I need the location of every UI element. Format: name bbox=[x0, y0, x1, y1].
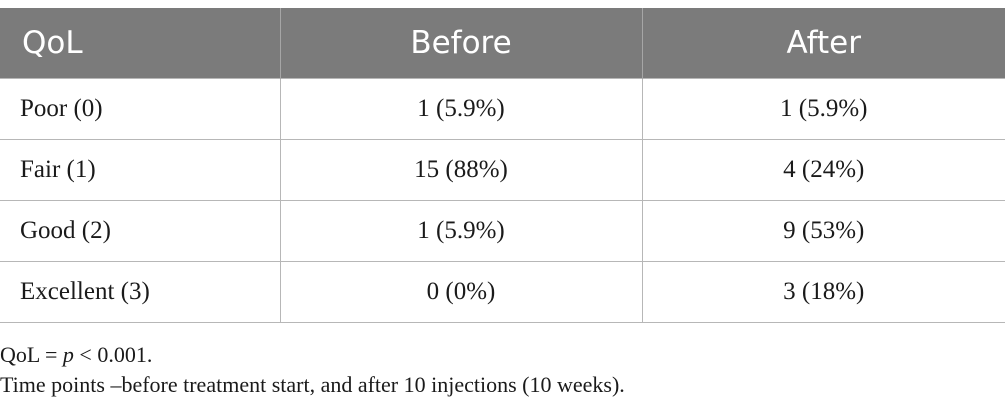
table-header: QoL Before After bbox=[0, 8, 1005, 78]
footnote-prefix: QoL = bbox=[0, 342, 63, 367]
header-before: Before bbox=[279, 8, 643, 78]
before-value: 1 (5.9%) bbox=[279, 77, 643, 140]
header-qol: QoL bbox=[0, 8, 281, 78]
table-footnotes: QoL = p < 0.001. Time points –before tre… bbox=[0, 340, 625, 400]
qol-table: QoL Before After Poor (0) 1 (5.9%) 1 (5.… bbox=[0, 8, 1005, 323]
after-value: 9 (53%) bbox=[641, 199, 1005, 262]
table-row: Good (2) 1 (5.9%) 9 (53%) bbox=[0, 199, 1005, 262]
footnote-p-symbol: p bbox=[62, 342, 74, 367]
table-row: Fair (1) 15 (88%) 4 (24%) bbox=[0, 138, 1005, 201]
footnote-time-points: Time points –before treatment start, and… bbox=[0, 372, 625, 397]
row-label: Good (2) bbox=[0, 199, 281, 262]
row-label: Excellent (3) bbox=[0, 260, 281, 323]
table-row: Poor (0) 1 (5.9%) 1 (5.9%) bbox=[0, 77, 1005, 140]
footnote-suffix: < 0.001. bbox=[73, 342, 153, 367]
before-value: 15 (88%) bbox=[279, 138, 643, 201]
after-value: 4 (24%) bbox=[641, 138, 1005, 201]
footnote-significance: QoL = p < 0.001. bbox=[0, 340, 625, 370]
after-value: 3 (18%) bbox=[641, 260, 1005, 323]
table-row: Excellent (3) 0 (0%) 3 (18%) bbox=[0, 260, 1005, 323]
table-body: Poor (0) 1 (5.9%) 1 (5.9%) Fair (1) 15 (… bbox=[0, 77, 1005, 323]
after-value: 1 (5.9%) bbox=[641, 77, 1005, 140]
row-label: Poor (0) bbox=[0, 77, 281, 140]
before-value: 0 (0%) bbox=[279, 260, 643, 323]
before-value: 1 (5.9%) bbox=[279, 199, 643, 262]
header-after: After bbox=[641, 8, 1005, 78]
row-label: Fair (1) bbox=[0, 138, 281, 201]
header-row: QoL Before After bbox=[0, 8, 1005, 78]
